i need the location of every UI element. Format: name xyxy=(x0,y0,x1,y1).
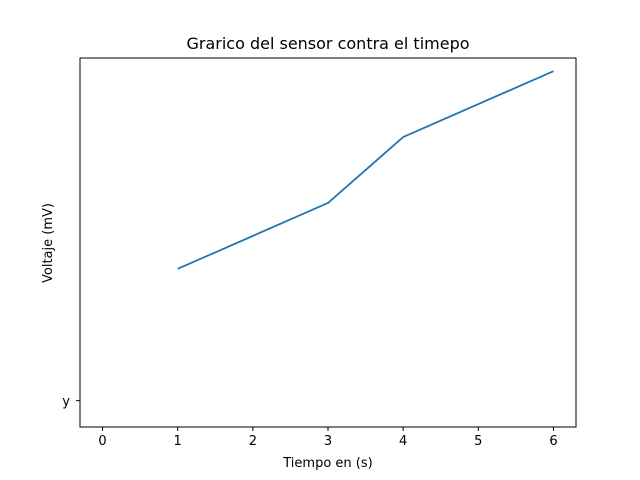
x-tick-label: 2 xyxy=(249,434,257,449)
series-layer xyxy=(177,70,554,270)
series-line xyxy=(177,70,554,270)
x-axis-ticks: 0 1 2 3 4 5 6 xyxy=(98,427,558,449)
chart-title: Grarico del sensor contra el timepo xyxy=(186,34,469,53)
y-axis-label: Voltaje (mV) xyxy=(41,203,56,283)
y-axis-ticks: y xyxy=(62,395,80,410)
x-tick-label: 0 xyxy=(98,434,106,449)
x-tick-label: 6 xyxy=(549,434,557,449)
x-tick-label: 3 xyxy=(324,434,332,449)
x-tick-label: 4 xyxy=(399,434,407,449)
x-tick-label: 1 xyxy=(174,434,182,449)
x-tick-label: 5 xyxy=(474,434,482,449)
x-axis-label: Tiempo en (s) xyxy=(282,456,372,471)
plot-area xyxy=(79,57,577,428)
y-tick-label: y xyxy=(62,395,70,410)
